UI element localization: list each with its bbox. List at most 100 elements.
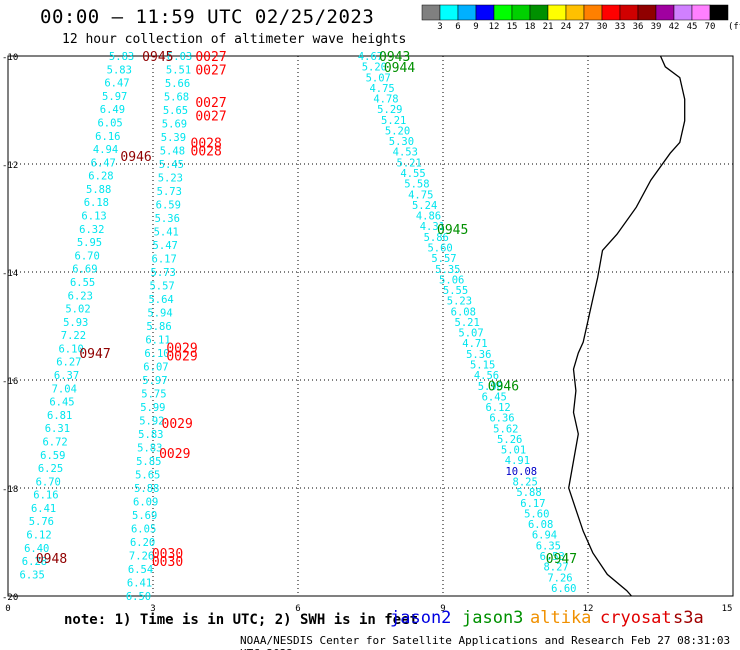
pass-time-label: 0027: [195, 109, 226, 124]
wave-height-label: 6.20: [130, 537, 155, 549]
wave-height-label: 4.56: [474, 370, 499, 382]
pass-time-label: 0948: [36, 552, 67, 567]
wave-height-label: 5.15: [470, 360, 495, 372]
wave-height-label: 6.69: [72, 264, 97, 276]
wave-height-label: 5.83: [138, 429, 163, 441]
wave-height-label: 6.50: [126, 591, 151, 603]
wave-height-label: 5.02: [65, 304, 90, 316]
wave-height-label: 6.12: [26, 530, 51, 542]
x-tick-label: 3: [150, 604, 155, 614]
wave-height-label: 6.55: [70, 277, 95, 289]
wave-height-label: 6.40: [24, 543, 49, 555]
colorbar-swatch: [601, 4, 621, 21]
wave-height-label: 5.36: [155, 213, 180, 225]
pass-time-label: 0027: [195, 50, 226, 65]
note-text: note: 1) Time is in UTC; 2) SWH is in fe…: [64, 612, 419, 628]
wave-height-label: 5.68: [164, 92, 189, 104]
colorbar-tick-label: 70: [704, 22, 716, 32]
wave-height-label: 6.41: [127, 578, 152, 590]
colorbar-swatch: [691, 4, 711, 21]
wave-height-label: 5.57: [431, 253, 456, 265]
wave-height-label: 5.01: [501, 445, 526, 457]
wave-height-label: 6.31: [45, 423, 70, 435]
colorbar-swatch: [529, 4, 549, 21]
colorbar-tick-label: 12: [488, 22, 500, 32]
legend-s3a: s3a: [673, 608, 704, 628]
wave-height-label: 5.26: [497, 434, 522, 446]
pass-time-label: 0030: [152, 555, 183, 570]
wave-height-label: 5.86: [146, 321, 171, 333]
colorbar-swatch: [673, 4, 693, 21]
pass-time-label: 0029: [166, 342, 197, 357]
wave-height-label: 6.23: [68, 290, 93, 302]
pass-time-label: 0946: [120, 150, 151, 165]
wave-height-label: 6.17: [152, 254, 177, 266]
wave-height-label: 5.92: [139, 416, 164, 428]
chart-title: 00:00 – 11:59 UTC 02/25/2023: [40, 6, 375, 28]
colorbar-tick-label: 9: [473, 22, 479, 32]
colorbar-unit: (ft): [728, 22, 740, 32]
wave-height-label: 6.36: [489, 413, 514, 425]
wave-height-label: 4.71: [462, 338, 487, 350]
wave-height-label: 6.16: [95, 131, 120, 143]
colorbar-swatch: [637, 4, 657, 21]
wave-height-label: 6.25: [38, 463, 63, 475]
wave-height-label: 5.20: [385, 125, 410, 137]
x-tick-label: 12: [583, 604, 594, 614]
colorbar-tick-label: 15: [506, 22, 518, 32]
wave-height-label: 6.11: [145, 335, 170, 347]
wave-height-label: 4.31: [420, 221, 445, 233]
pass-time-label: 0028: [191, 145, 222, 160]
wave-height-label: 6.12: [485, 402, 510, 414]
wave-height-label: 5.95: [77, 237, 102, 249]
wave-height-label: 6.47: [104, 78, 129, 90]
legend-jason2: jason2: [390, 608, 452, 628]
wave-height-label: 4.53: [393, 147, 418, 159]
y-tick-label: -16: [2, 377, 18, 387]
wave-height-label: 5.93: [63, 317, 88, 329]
wave-height-label: 5.97: [142, 375, 167, 387]
wave-height-label: 6.07: [143, 362, 168, 374]
wave-height-label: 6.70: [36, 476, 61, 488]
legend-altika: altika: [530, 608, 592, 628]
colorbar-swatch: [619, 4, 639, 21]
wave-height-label: 5.07: [366, 72, 391, 84]
wave-height-label: 5.65: [135, 470, 160, 482]
wave-height-label: 6.54: [128, 564, 153, 576]
wave-height-label: 4.67: [358, 51, 383, 63]
wave-height-label: 5.83: [137, 443, 162, 455]
y-tick-label: -14: [2, 269, 18, 279]
wave-height-label: 5.85: [136, 456, 161, 468]
pass-time-label: 0947: [79, 347, 110, 362]
y-tick-label: -12: [2, 161, 18, 171]
colorbar-swatch: [493, 4, 513, 21]
wave-height-label: 6.08: [528, 519, 553, 531]
colorbar-tick-label: 6: [455, 22, 461, 32]
colorbar-tick-label: 3: [437, 22, 443, 32]
wave-height-label: 5.69: [132, 510, 157, 522]
wave-height-label: 4.86: [416, 211, 441, 223]
pass-time-label: 0944: [384, 61, 415, 76]
wave-height-label: 6.03: [167, 51, 192, 63]
wave-height-label: 5.23: [447, 296, 472, 308]
wave-height-label: 5.65: [163, 105, 188, 117]
wave-height-label: 5.07: [458, 328, 483, 340]
wave-height-label: 6.27: [56, 357, 81, 369]
wave-height-label: 6.70: [75, 250, 100, 262]
wave-height-label: 5.51: [166, 65, 191, 77]
pass-time-label: 0946: [488, 379, 519, 394]
pass-time-label: 0947: [546, 552, 577, 567]
coastline: [568, 55, 686, 597]
wave-height-label: 4.75: [408, 189, 433, 201]
wave-height-label: 6.41: [31, 503, 56, 515]
wave-height-label: 6.37: [54, 370, 79, 382]
wave-height-label: 5.36: [466, 349, 491, 361]
wave-height-label: 6.49: [100, 104, 125, 116]
colorbar-swatch: [511, 4, 531, 21]
wave-height-label: 6.60: [551, 583, 576, 595]
wave-height-label: 7.26: [129, 551, 154, 563]
colorbar-tick-label: 27: [578, 22, 590, 32]
colorbar-tick-label: 36: [632, 22, 644, 32]
x-tick-label: 9: [440, 604, 445, 614]
